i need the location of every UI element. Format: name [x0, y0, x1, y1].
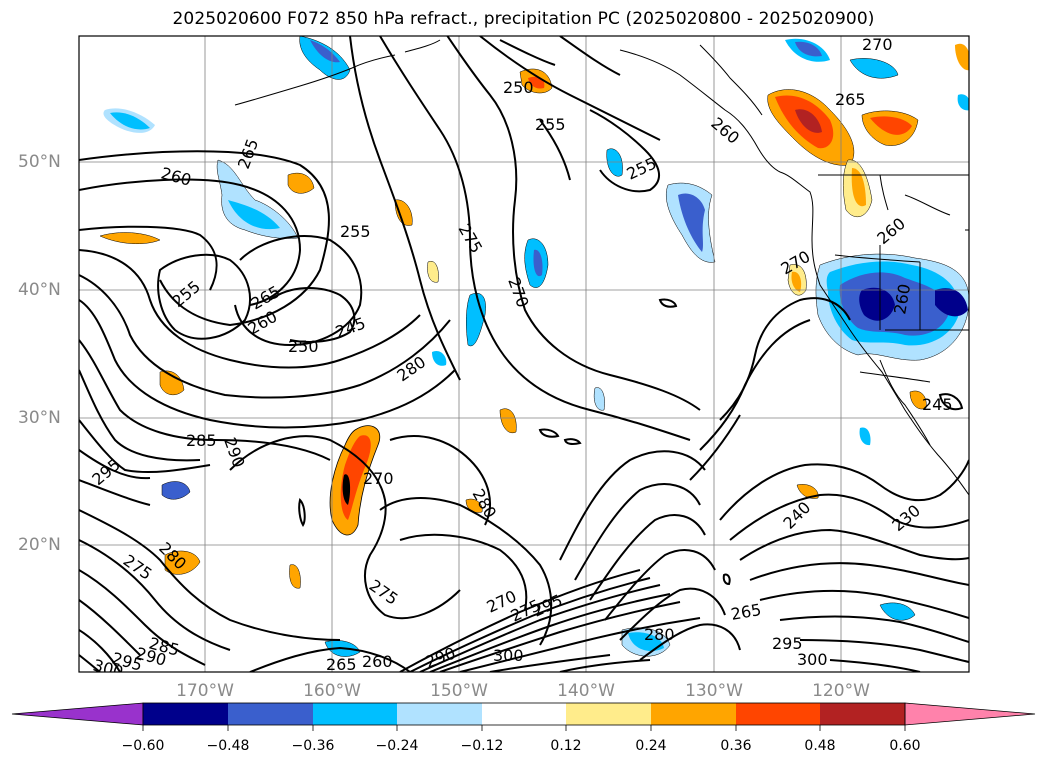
- graticule: [79, 36, 969, 672]
- coastlines: [234, 39, 969, 496]
- contour-label: 280: [644, 625, 675, 644]
- colorbar-tick-label: 0.24: [635, 738, 667, 754]
- contour-label: 245: [922, 395, 953, 414]
- colorbar-extend-high: [904, 702, 1036, 726]
- lat-label: 30°N: [18, 408, 61, 428]
- contour-label: 255: [535, 115, 566, 134]
- colorbar-bin: [651, 703, 736, 725]
- contour-label: 265: [835, 90, 866, 109]
- contour-label: 295: [772, 634, 803, 653]
- colorbar-tick-label: −0.60: [121, 738, 165, 754]
- lon-label: 170°W: [176, 681, 234, 701]
- contour-label: 270: [862, 35, 893, 54]
- colorbar-extend-low: [11, 702, 144, 726]
- map-title: 2025020600 F072 850 hPa refract., precip…: [172, 9, 875, 29]
- colorbar-bin: [736, 703, 820, 725]
- lon-label: 150°W: [430, 681, 488, 701]
- colorbar-bin: [143, 703, 228, 725]
- colorbar: [11, 702, 1036, 731]
- contour-label: 260: [362, 652, 393, 671]
- contour-label: 270: [363, 469, 394, 488]
- contour-label: 250: [503, 78, 534, 97]
- precipitation-shading: [99, 36, 969, 657]
- contour-label: 295: [110, 649, 144, 675]
- colorbar-tick-label: 0.36: [720, 738, 752, 754]
- colorbar-bin: [397, 703, 482, 725]
- colorbar-bin: [482, 703, 566, 725]
- colorbar-tick-label: −0.12: [460, 738, 504, 754]
- colorbar-tick-label: 0.48: [804, 738, 836, 754]
- contour-label: 300: [797, 650, 828, 669]
- colorbar-tick-label: 0.60: [889, 738, 921, 754]
- contour-label: 255: [340, 222, 371, 241]
- lon-label: 160°W: [303, 681, 361, 701]
- colorbar-bin: [820, 703, 905, 725]
- colorbar-tick-label: 0.12: [550, 738, 582, 754]
- contour-label: 250: [288, 337, 319, 356]
- colorbar-bin: [228, 703, 313, 725]
- contour-label: 265: [326, 655, 357, 674]
- lat-label: 40°N: [18, 280, 61, 300]
- lat-label: 50°N: [18, 152, 61, 172]
- contour-label: 285: [186, 431, 217, 450]
- colorbar-tick-label: −0.36: [291, 738, 335, 754]
- colorbar-tick-label: −0.48: [206, 738, 250, 754]
- lon-label: 140°W: [557, 681, 615, 701]
- contour-label: 300: [493, 646, 524, 665]
- lon-label: 130°W: [685, 681, 743, 701]
- lon-label: 120°W: [812, 681, 870, 701]
- refractivity-contours: [79, 36, 969, 672]
- lat-label: 20°N: [18, 535, 61, 555]
- colorbar-bin: [313, 703, 397, 725]
- colorbar-tick-label: −0.24: [375, 738, 419, 754]
- colorbar-bin: [566, 703, 651, 725]
- map-border: [78, 35, 970, 673]
